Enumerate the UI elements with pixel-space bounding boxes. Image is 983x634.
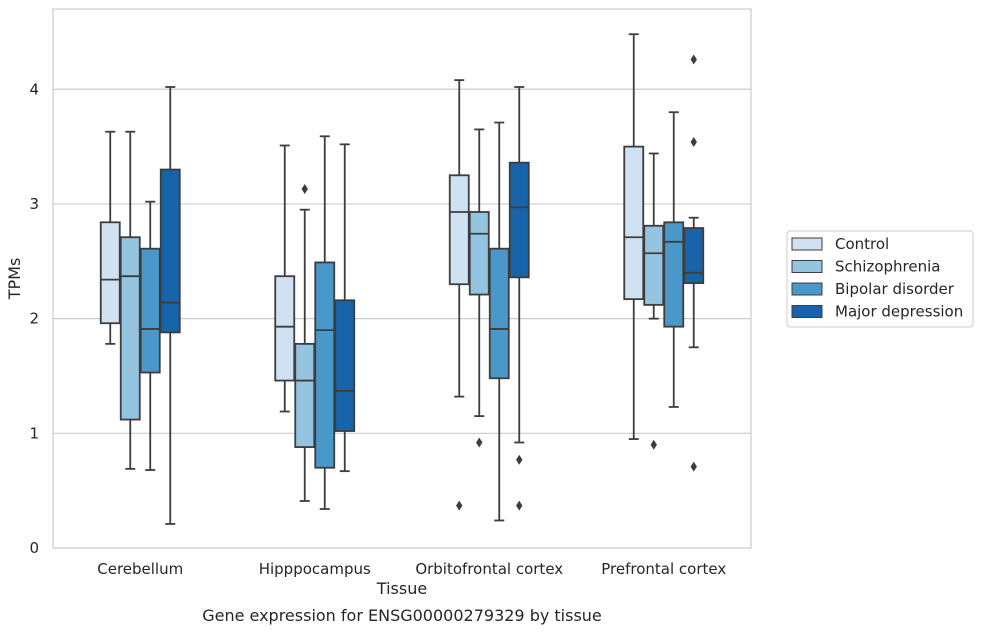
outlier-point <box>690 461 697 472</box>
x-axis-ticks: Cerebellum Hipppocampus Orbitofrontal cort… <box>97 560 726 578</box>
x-tick-label: Hipppocampus <box>259 560 371 578</box>
box-iqr <box>139 247 161 374</box>
legend-label: Control <box>835 235 889 253</box>
y-tick-label: 4 <box>29 80 39 98</box>
outlier-point <box>516 454 523 465</box>
legend-swatch <box>791 260 823 273</box>
box-plot-item <box>468 128 490 448</box>
x-tick-label: Prefrontal cortex <box>601 560 726 578</box>
legend-item: Schizophrenia <box>791 258 940 276</box>
box-iqr <box>468 211 490 296</box>
box-iqr <box>623 145 645 301</box>
series-bipolar-disorder <box>139 111 685 522</box>
y-axis-label: TPMs <box>5 258 24 301</box>
box-iqr <box>159 168 181 334</box>
x-tick-label: Cerebellum <box>97 560 183 578</box>
legend-item: Control <box>791 235 889 253</box>
box-plot-item <box>488 121 510 522</box>
box-plot-item <box>314 135 336 510</box>
chart-caption: Gene expression for ENSG00000279329 by t… <box>202 606 602 625</box>
series-schizophrenia <box>119 128 665 502</box>
y-tick-label: 3 <box>29 195 39 213</box>
legend-swatch <box>791 282 823 296</box>
box-plot-item <box>448 79 470 511</box>
legend-frame <box>786 230 974 328</box>
box-plot-item <box>159 86 181 525</box>
legend-label: Schizophrenia <box>835 258 940 276</box>
box-plot-item <box>643 152 665 450</box>
outlier-point <box>476 437 483 448</box>
box-iqr <box>643 224 665 306</box>
series-major-depression <box>159 54 705 525</box>
x-tick-label: Orbitofrontal cortex <box>415 560 563 578</box>
box-iqr <box>294 342 316 448</box>
box-plot-item <box>683 54 705 472</box>
outlier-point <box>650 439 657 450</box>
y-tick-label: 1 <box>29 424 39 442</box>
series-control <box>99 33 645 511</box>
plot-area-frame <box>52 8 752 549</box>
legend-label: Bipolar disorder <box>835 280 955 298</box>
box-plot-item <box>119 130 141 470</box>
box-plot-item <box>274 144 296 413</box>
box-iqr <box>334 299 356 432</box>
box-iqr <box>683 227 705 284</box>
box-plot-item <box>663 111 685 408</box>
box-plot-item <box>99 130 121 345</box>
outlier-point <box>690 54 697 65</box>
box-plot-item <box>623 33 645 440</box>
box-series-group <box>99 33 705 525</box>
box-iqr <box>274 275 296 382</box>
legend-swatch <box>791 305 823 318</box>
box-iqr <box>314 261 336 469</box>
box-iqr <box>119 236 141 421</box>
legend-swatch <box>791 237 823 251</box>
legend-item: Bipolar disorder <box>791 280 955 298</box>
legend-item: Major depression <box>791 303 963 321</box>
outlier-point <box>456 500 463 511</box>
y-tick-label: 0 <box>29 539 39 557</box>
box-iqr <box>488 247 510 380</box>
y-tick-label: 2 <box>29 310 39 328</box>
outlier-point <box>301 184 308 195</box>
x-axis-label: Tissue <box>376 579 427 598</box>
box-iqr <box>508 161 530 279</box>
box-plot-item <box>294 184 316 502</box>
legend-label: Major depression <box>835 303 963 321</box>
box-iqr <box>448 174 470 286</box>
outlier-point <box>516 500 523 511</box>
legend: Control Schizophrenia Bipolar disorder Majo… <box>786 230 974 328</box>
y-axis-ticks: 0 1 2 3 4 <box>29 80 39 557</box>
box-plot-item <box>139 200 161 471</box>
box-plot-item <box>508 86 530 511</box>
box-plot-item <box>334 143 356 473</box>
box-iqr <box>99 221 121 325</box>
outlier-point <box>690 137 697 148</box>
box-iqr <box>663 221 685 328</box>
